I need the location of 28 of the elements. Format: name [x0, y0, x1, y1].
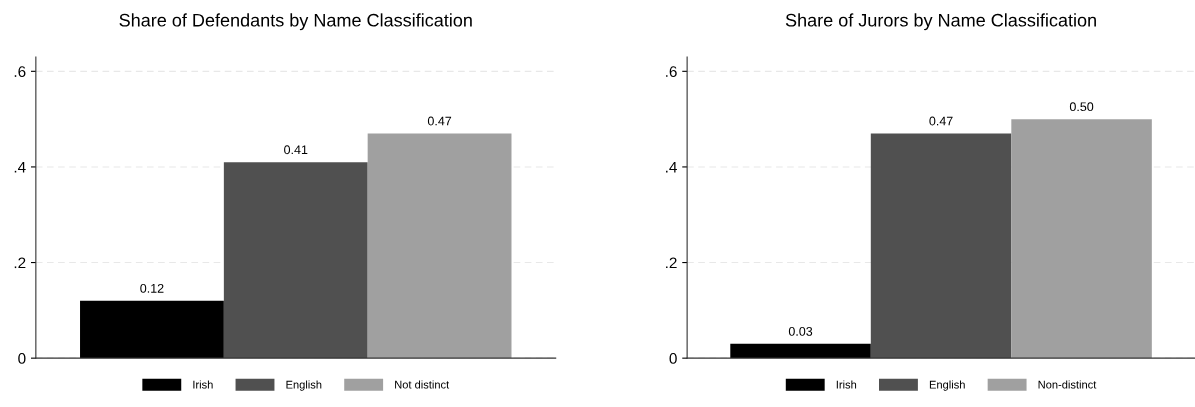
- bar: [367, 133, 512, 359]
- chart-title: Share of Defendants by Name Classification: [119, 13, 472, 31]
- y-tick-label: .6: [666, 66, 677, 78]
- data-label: 0.03: [788, 326, 813, 336]
- data-label: 0.47: [929, 116, 953, 126]
- y-tick-label: .2: [14, 257, 26, 269]
- y-tick-label: .6: [14, 66, 26, 78]
- bar: [223, 162, 368, 359]
- data-label: 0.47: [427, 116, 452, 126]
- y-tick-label: 0: [18, 353, 26, 364]
- bar: [1011, 119, 1152, 359]
- legend-label: Irish: [836, 380, 857, 389]
- legend-label: Non-distinct: [1038, 380, 1097, 389]
- y-tick-label: .4: [666, 161, 677, 173]
- data-label: 0.50: [1069, 102, 1094, 112]
- bar: [870, 133, 1012, 359]
- bar: [80, 300, 224, 359]
- chart-title: Share of Jurors by Name Classification: [785, 13, 1096, 31]
- legend-label: English: [286, 380, 322, 391]
- y-tick-label: .4: [14, 161, 26, 173]
- y-tick-label: 0: [669, 353, 677, 364]
- legend-label: Irish: [193, 380, 213, 389]
- data-label: 0.12: [140, 283, 164, 293]
- bar: [730, 343, 871, 359]
- legend-label: Not distinct: [395, 380, 450, 389]
- legend-label: English: [929, 380, 965, 391]
- y-tick-label: .2: [666, 257, 677, 269]
- data-label: 0.41: [284, 145, 308, 155]
